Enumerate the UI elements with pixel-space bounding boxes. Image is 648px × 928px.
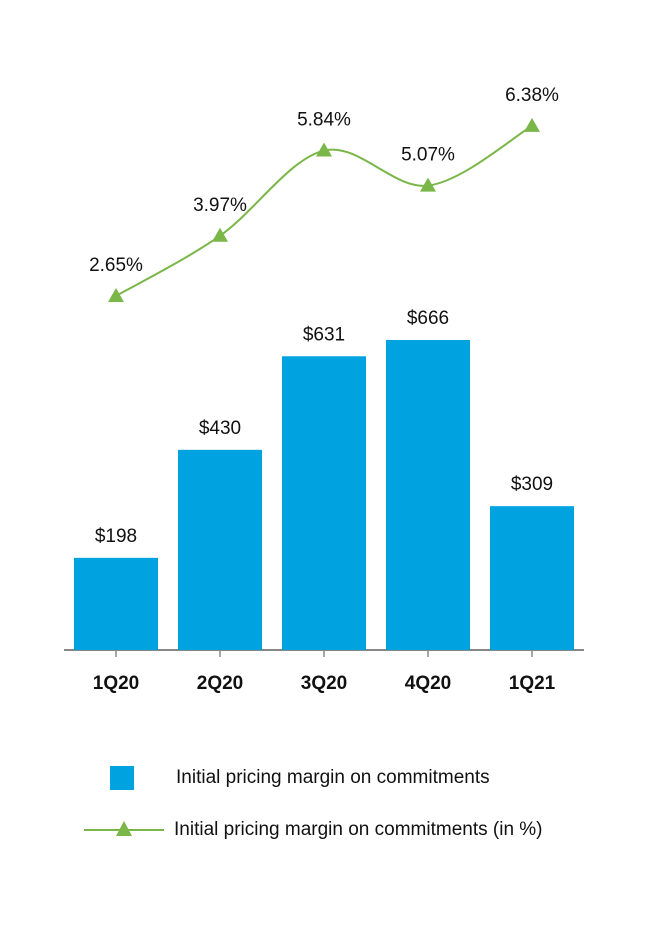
line-value-label: 5.07% [401,145,455,166]
line-value-label: 6.38% [505,85,559,106]
legend-label-bars: Initial pricing margin on commitments [176,767,490,788]
bar-1Q21 [490,506,574,650]
triangle-icon [116,821,132,836]
triangle-marker-1Q21 [524,117,540,132]
x-tick-label: 3Q20 [301,673,347,694]
line-legend-marker [84,818,164,842]
bar-legend-swatch [110,766,134,790]
bar-value-label: $666 [407,308,449,329]
combo-chart: $198 1Q20 $430 2Q20 $631 3Q20 $666 4Q20 $309 1Q21… [64,85,584,694]
bar-value-label: $430 [199,418,241,439]
legend-item-line: Initial pricing margin on commitments (i… [84,815,543,845]
bar-value-label: $309 [511,474,553,495]
legend-label-line: Initial pricing margin on commitments (i… [174,819,543,840]
bar-value-label: $631 [303,324,345,345]
triangle-marker-1Q20 [108,288,124,302]
bar-2Q20 [178,449,262,650]
line-value-label: 2.65% [89,255,143,276]
x-tick-label: 1Q20 [93,673,139,694]
triangle-marker-2Q20 [212,227,228,242]
x-tick-label: 4Q20 [405,673,451,694]
triangle-marker-4Q20 [420,177,436,192]
bar-4Q20 [386,339,470,650]
x-tick-label: 1Q21 [509,673,556,694]
triangle-marker-3Q20 [316,142,332,157]
legend-item-bars: Initial pricing margin on commitments [84,763,490,793]
line-value-label: 5.84% [297,110,351,131]
bar-3Q20 [282,356,366,650]
line-value-label: 3.97% [193,195,247,216]
bar-value-label: $198 [95,526,137,547]
x-tick-label: 2Q20 [197,673,243,694]
bar-1Q20 [74,557,158,650]
